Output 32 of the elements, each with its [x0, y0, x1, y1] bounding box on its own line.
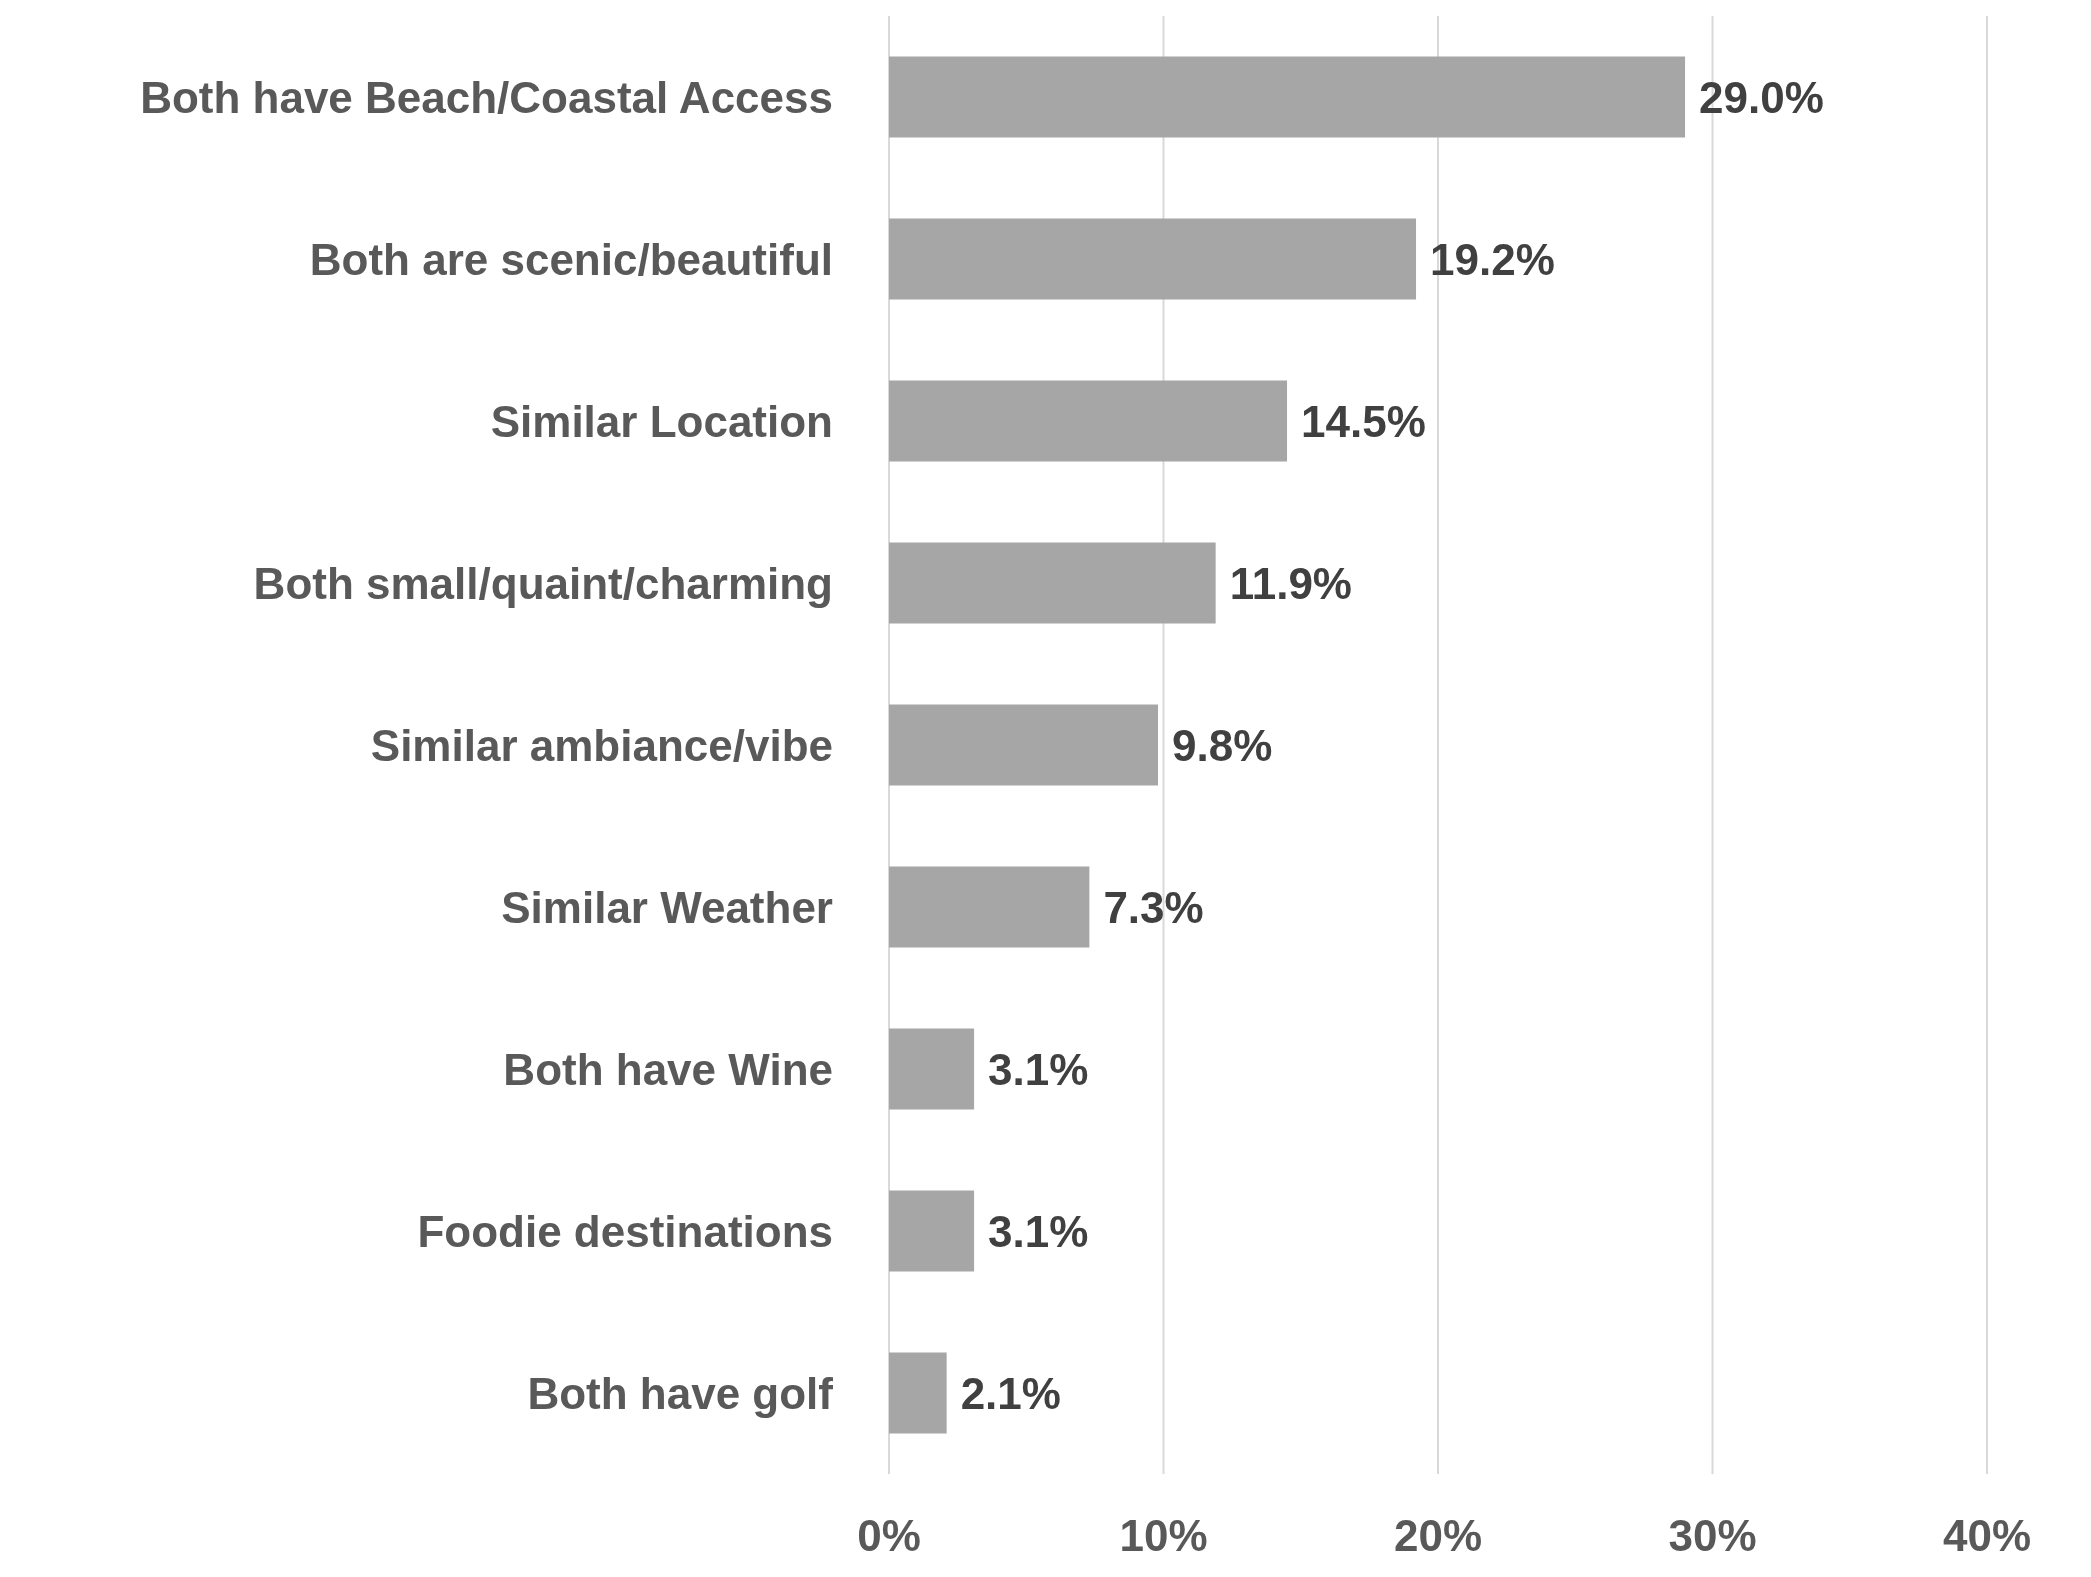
bar	[889, 1352, 947, 1434]
y-tick-label: Both are scenic/beautiful	[309, 234, 833, 284]
x-tick-label: 30%	[1668, 1511, 1757, 1561]
data-label: 14.5%	[1301, 396, 1426, 446]
bar	[889, 1028, 975, 1110]
bar	[889, 704, 1159, 786]
data-label: 3.1%	[988, 1206, 1089, 1256]
x-tick-label: 0%	[857, 1511, 921, 1561]
y-tick-label: Similar Location	[490, 396, 833, 446]
y-tick-label: Both have golf	[527, 1368, 834, 1418]
bar	[889, 542, 1216, 624]
data-label: 2.1%	[960, 1368, 1061, 1418]
x-tick-label: 40%	[1942, 1511, 2032, 1561]
bar	[889, 1190, 975, 1272]
data-label: 9.8%	[1172, 720, 1273, 770]
x-tick-label: 10%	[1119, 1511, 1208, 1561]
bar	[889, 866, 1090, 948]
y-tick-label: Both small/quaint/charming	[253, 558, 833, 608]
y-tick-label: Similar ambiance/vibe	[370, 720, 833, 770]
y-tick-label: Both have Wine	[503, 1044, 833, 1094]
bar	[889, 380, 1288, 462]
bar	[889, 218, 1417, 300]
y-tick-label: Foodie destinations	[417, 1206, 833, 1256]
data-label: 11.9%	[1229, 558, 1352, 608]
x-tick-label: 20%	[1393, 1511, 1483, 1561]
data-label: 7.3%	[1103, 882, 1204, 932]
data-label: 19.2%	[1430, 234, 1555, 284]
data-label: 3.1%	[988, 1044, 1089, 1094]
bar	[889, 56, 1686, 138]
y-tick-label: Both have Beach/Coastal Access	[140, 72, 833, 122]
y-tick-label: Similar Weather	[501, 882, 833, 932]
data-label: 29.0%	[1699, 72, 1824, 122]
